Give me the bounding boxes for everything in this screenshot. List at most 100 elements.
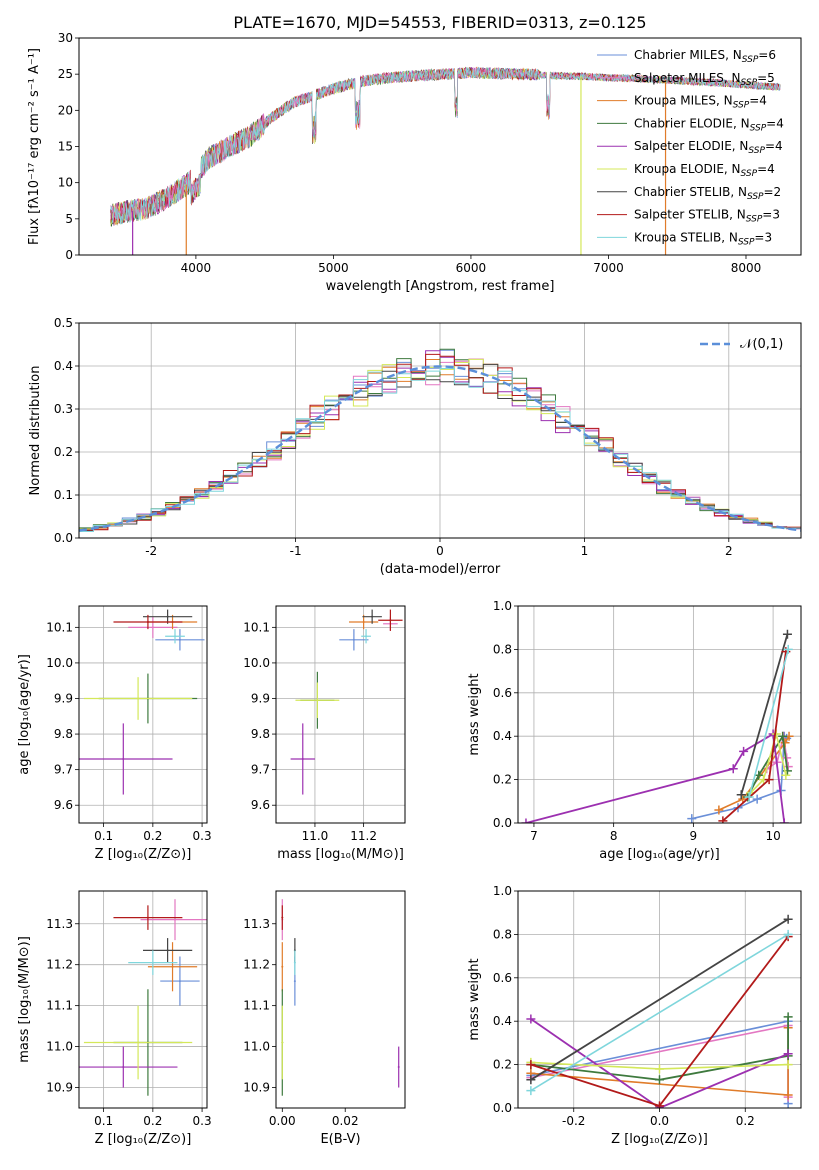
marker-plus [718,816,728,823]
x-tick-label: 8000 [731,261,762,275]
marker-plus [783,914,793,924]
legend-label: Kroupa ELODIE, N [634,162,741,176]
y-tick-label: 9.8 [54,727,73,741]
mass_vs_z-points [79,899,207,1096]
data-point [178,638,181,641]
data-point [146,621,149,624]
y-tick-label: 9.7 [54,763,73,777]
marker-plus [781,770,791,780]
plot-frame [78,322,802,539]
y-tick-label: 10 [58,176,73,190]
legend-entry: Chabrier STELIB, NSSP=2 [634,185,781,202]
x-axis-label: Z [log₁₀(Z/Z⊙)] [611,1132,708,1147]
y-tick-label: 10.0 [46,656,73,670]
marker-plus [782,629,792,639]
y-tick-label: 11.1 [46,999,73,1013]
legend-entry: Kroupa STELIB, NSSP=3 [634,230,772,247]
y-axis-label: mass weight [467,958,482,1040]
x-tick-label: -1 [290,544,302,558]
marker-plus [739,746,749,756]
spectrum-axes: 4000 5000 6000 7000 8000 0 5 10 15 20 25 30 waveleng… [27,31,761,294]
marker-plus [783,1012,793,1022]
marker-plus [783,644,793,654]
legend-subscript: SSP [733,101,750,111]
legend-entry: Kroupa ELODIE, NSSP=4 [634,162,775,179]
x-axis-label: wavelength [Angstrom, rest frame] [326,279,555,294]
marker-plus [526,1086,536,1096]
y-tick-label: 9.9 [54,691,73,705]
plot-frame [78,605,208,824]
plot-frame [275,605,406,824]
x-tick-label: -0.2 [562,1114,585,1128]
mass_vs_z-axes: 0.1 0.2 0.3 10.9 11.0 11.1 11.2 11.3 Z [log₁₀(Z/… [17,891,212,1147]
age_vs_z-axes: 0.1 0.2 0.3 9.6 9.7 9.8 9.9 10.0 10.1 Z [log₁₀(Z/… [17,606,212,862]
legend-label: Salpeter ELODIE, N [634,139,748,153]
data-point [137,697,140,700]
plot-frame [78,37,802,256]
series-line [530,1018,789,1108]
series-line [530,918,789,1081]
y-tick-label: 0.2 [493,1058,512,1072]
data-point [137,1041,140,1044]
y-tick-label: 0.6 [493,686,512,700]
x-tick-label: 0.3 [193,1114,212,1128]
y-tick-label: 20 [58,103,73,117]
data-point [293,961,296,964]
data-point [371,615,374,618]
legend-label: 𝒩(0,1) [740,337,783,352]
x-tick-label: 0.1 [94,1114,113,1128]
legend-count: =4 [765,139,783,153]
histogram-step [79,368,801,532]
marker-plus [687,814,697,823]
y-axis-label: Flux [fλ10⁻¹⁷ erg cm⁻² s⁻¹ A⁻¹] [27,48,42,245]
legend-subscript: SSP [746,215,763,225]
data-point [122,757,125,760]
data-point [352,638,355,641]
x-tick-label: 0.2 [143,1114,162,1128]
weight_vs_age-lines [521,629,794,823]
y-tick-label: 9.9 [251,691,270,705]
marker-plus [783,1049,793,1059]
y-tick-label: 0.1 [54,488,73,502]
legend-subscript: SSP [748,146,765,156]
x-axis-label: Z [log₁₀(Z/Z⊙)] [95,847,192,862]
legend-count: =4 [766,116,784,130]
legend-entry: Salpeter STELIB, NSSP=3 [634,208,780,225]
x-tick-label: 1 [581,544,589,558]
marker-plus [752,794,762,804]
legend-count: =2 [764,185,782,199]
weight_vs_z-axes: -0.2 0.0 0.2 0.0 0.2 0.4 0.6 0.8 1.0 Z [log₁₀(Z/Z… [467,884,801,1147]
legend-subscript: SSP [741,78,758,88]
plot-frame [517,605,802,824]
y-tick-label: 11.3 [243,917,270,931]
y-tick-label: 10.0 [243,656,270,670]
marker-plus [655,1075,664,1085]
y-tick-label: 0.5 [54,316,73,330]
legend-subscript: SSP [738,237,755,247]
data-point [281,916,284,919]
data-point [178,980,181,983]
y-axis-label: Normed distribution [28,366,43,496]
figure-title: PLATE=1670, MJD=54553, FIBERID=0313, z=0… [233,13,646,32]
y-tick-label: 11.1 [243,999,270,1013]
mass_vs_ebv-axes: 0.00 0.02 10.9 11.0 11.1 11.2 11.3 E(B-V) [243,917,360,1147]
data-point [281,1041,284,1044]
y-tick-label: 11.0 [243,1040,270,1054]
x-tick-label: 9 [690,829,698,843]
y-tick-label: 10.1 [243,620,270,634]
y-tick-label: 0.3 [54,402,73,416]
histogram-step [79,353,801,531]
legend-label: Chabrier MILES, N [634,48,742,62]
legend-count: =4 [749,94,767,108]
x-tick-label: 0.2 [736,1114,755,1128]
y-tick-label: 1.0 [493,599,512,613]
weight_vs_z-lines [526,914,793,1108]
age_vs_mass-axes: 11.0 11.2 9.6 9.7 9.8 9.9 10.0 10.1 mass [log₁₀(… [243,606,405,862]
x-tick-label: 10 [765,829,780,843]
age_vs_z-points [79,609,205,795]
y-tick-label: 0.0 [54,531,73,545]
y-tick-label: 0.4 [54,359,73,373]
data-point [166,949,169,952]
data-point [146,916,149,919]
marker-plus [714,805,724,815]
